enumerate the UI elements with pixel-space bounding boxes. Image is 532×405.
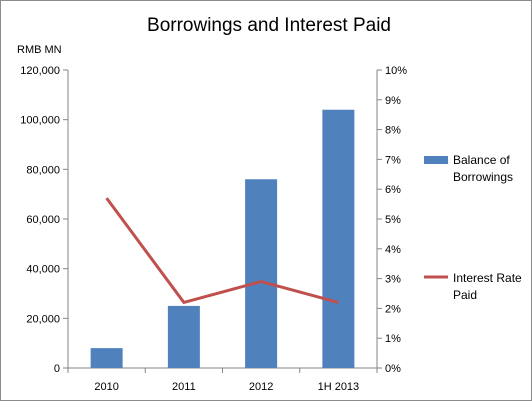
- y-left-tick-label: 120,000: [20, 65, 60, 77]
- bar: [322, 110, 354, 368]
- bar: [245, 179, 277, 368]
- bar: [168, 306, 200, 368]
- y-right-tick-label: 10%: [385, 65, 407, 77]
- y-right-tick-label: 7%: [385, 154, 401, 166]
- y-right-tick-label: 1%: [385, 333, 401, 345]
- y-right-tick-label: 3%: [385, 274, 401, 286]
- y-left-tick-label: 80,000: [26, 164, 60, 176]
- legend-swatch-bar: [424, 156, 448, 164]
- y-right-tick-label: 5%: [385, 214, 401, 226]
- x-tick-label: 2010: [94, 381, 118, 393]
- x-tick-label: 1H 2013: [318, 381, 360, 393]
- interest-rate-line: [107, 198, 339, 302]
- x-tick-label: 2011: [172, 381, 196, 393]
- x-tick-label: 2012: [249, 381, 273, 393]
- chart-title: Borrowings and Interest Paid: [147, 15, 391, 36]
- plot-area: 0 20,000 40,000 60,000 80,000 100,000 120,000 0…: [20, 65, 407, 393]
- legend-label: Interest Rate: [453, 271, 522, 285]
- legend: Balance of Borrowings Interest Rate Paid: [424, 153, 522, 302]
- legend-label: Balance of: [453, 153, 510, 167]
- legend-label: Borrowings: [453, 170, 513, 184]
- y-right-tick-label: 9%: [385, 95, 401, 107]
- y-right-tick-label: 8%: [385, 125, 401, 137]
- y-left-tick-label: 20,000: [26, 313, 60, 325]
- y-right-tick-label: 2%: [385, 303, 401, 315]
- y-left-tick-label: 100,000: [20, 115, 60, 127]
- y-right-tick-label: 6%: [385, 184, 401, 196]
- y-right-tick-label: 0%: [385, 363, 401, 375]
- y-left-tick-label: 40,000: [26, 264, 60, 276]
- y-left-tick-label: 0: [54, 363, 60, 375]
- legend-label: Paid: [453, 288, 477, 302]
- bar: [91, 348, 123, 368]
- y-left-tick-label: 60,000: [26, 214, 60, 226]
- y-axis-left-label: RMB MN: [17, 44, 62, 56]
- y-right-tick-label: 4%: [385, 244, 401, 256]
